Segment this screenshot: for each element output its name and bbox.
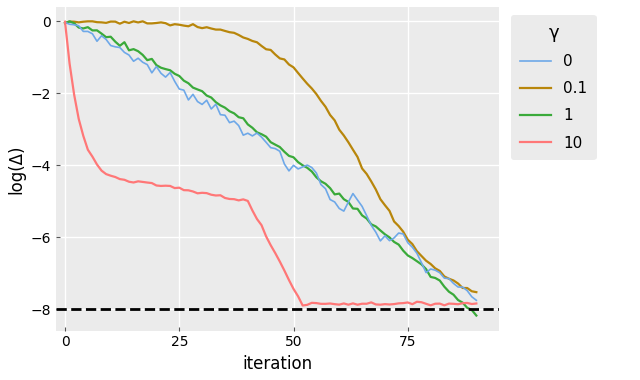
10 xyxy=(111,175,119,179)
1 xyxy=(162,67,170,71)
0 xyxy=(463,288,471,293)
0.1 xyxy=(84,19,92,24)
0 xyxy=(408,245,416,250)
0 xyxy=(157,71,165,76)
Y-axis label: log(Δ): log(Δ) xyxy=(7,144,25,193)
0.1 xyxy=(171,22,179,27)
0 xyxy=(61,20,69,25)
0 xyxy=(166,70,174,75)
Line: 1: 1 xyxy=(65,21,476,315)
0.1 xyxy=(116,21,124,26)
0.1 xyxy=(463,286,471,290)
0.1 xyxy=(472,290,480,294)
1 xyxy=(468,308,476,312)
0.1 xyxy=(162,21,170,25)
0.1 xyxy=(61,21,69,25)
10 xyxy=(413,299,420,304)
Line: 10: 10 xyxy=(65,22,476,306)
0.1 xyxy=(468,289,476,293)
10 xyxy=(463,301,471,305)
Line: 0.1: 0.1 xyxy=(65,21,476,292)
10 xyxy=(299,303,307,308)
1 xyxy=(413,259,420,263)
1 xyxy=(61,21,69,25)
1 xyxy=(66,19,74,24)
1 xyxy=(472,313,480,318)
1 xyxy=(463,306,471,310)
0 xyxy=(459,285,467,289)
1 xyxy=(116,43,124,48)
0.1 xyxy=(413,249,420,253)
X-axis label: iteration: iteration xyxy=(243,355,312,373)
Line: 0: 0 xyxy=(65,22,476,300)
Legend: 0, 0.1, 1, 10: 0, 0.1, 1, 10 xyxy=(511,14,596,160)
10 xyxy=(472,301,480,306)
10 xyxy=(166,184,174,188)
10 xyxy=(468,302,476,306)
10 xyxy=(157,184,165,188)
10 xyxy=(61,19,69,24)
0 xyxy=(111,44,119,49)
1 xyxy=(171,71,179,76)
0 xyxy=(472,298,480,302)
